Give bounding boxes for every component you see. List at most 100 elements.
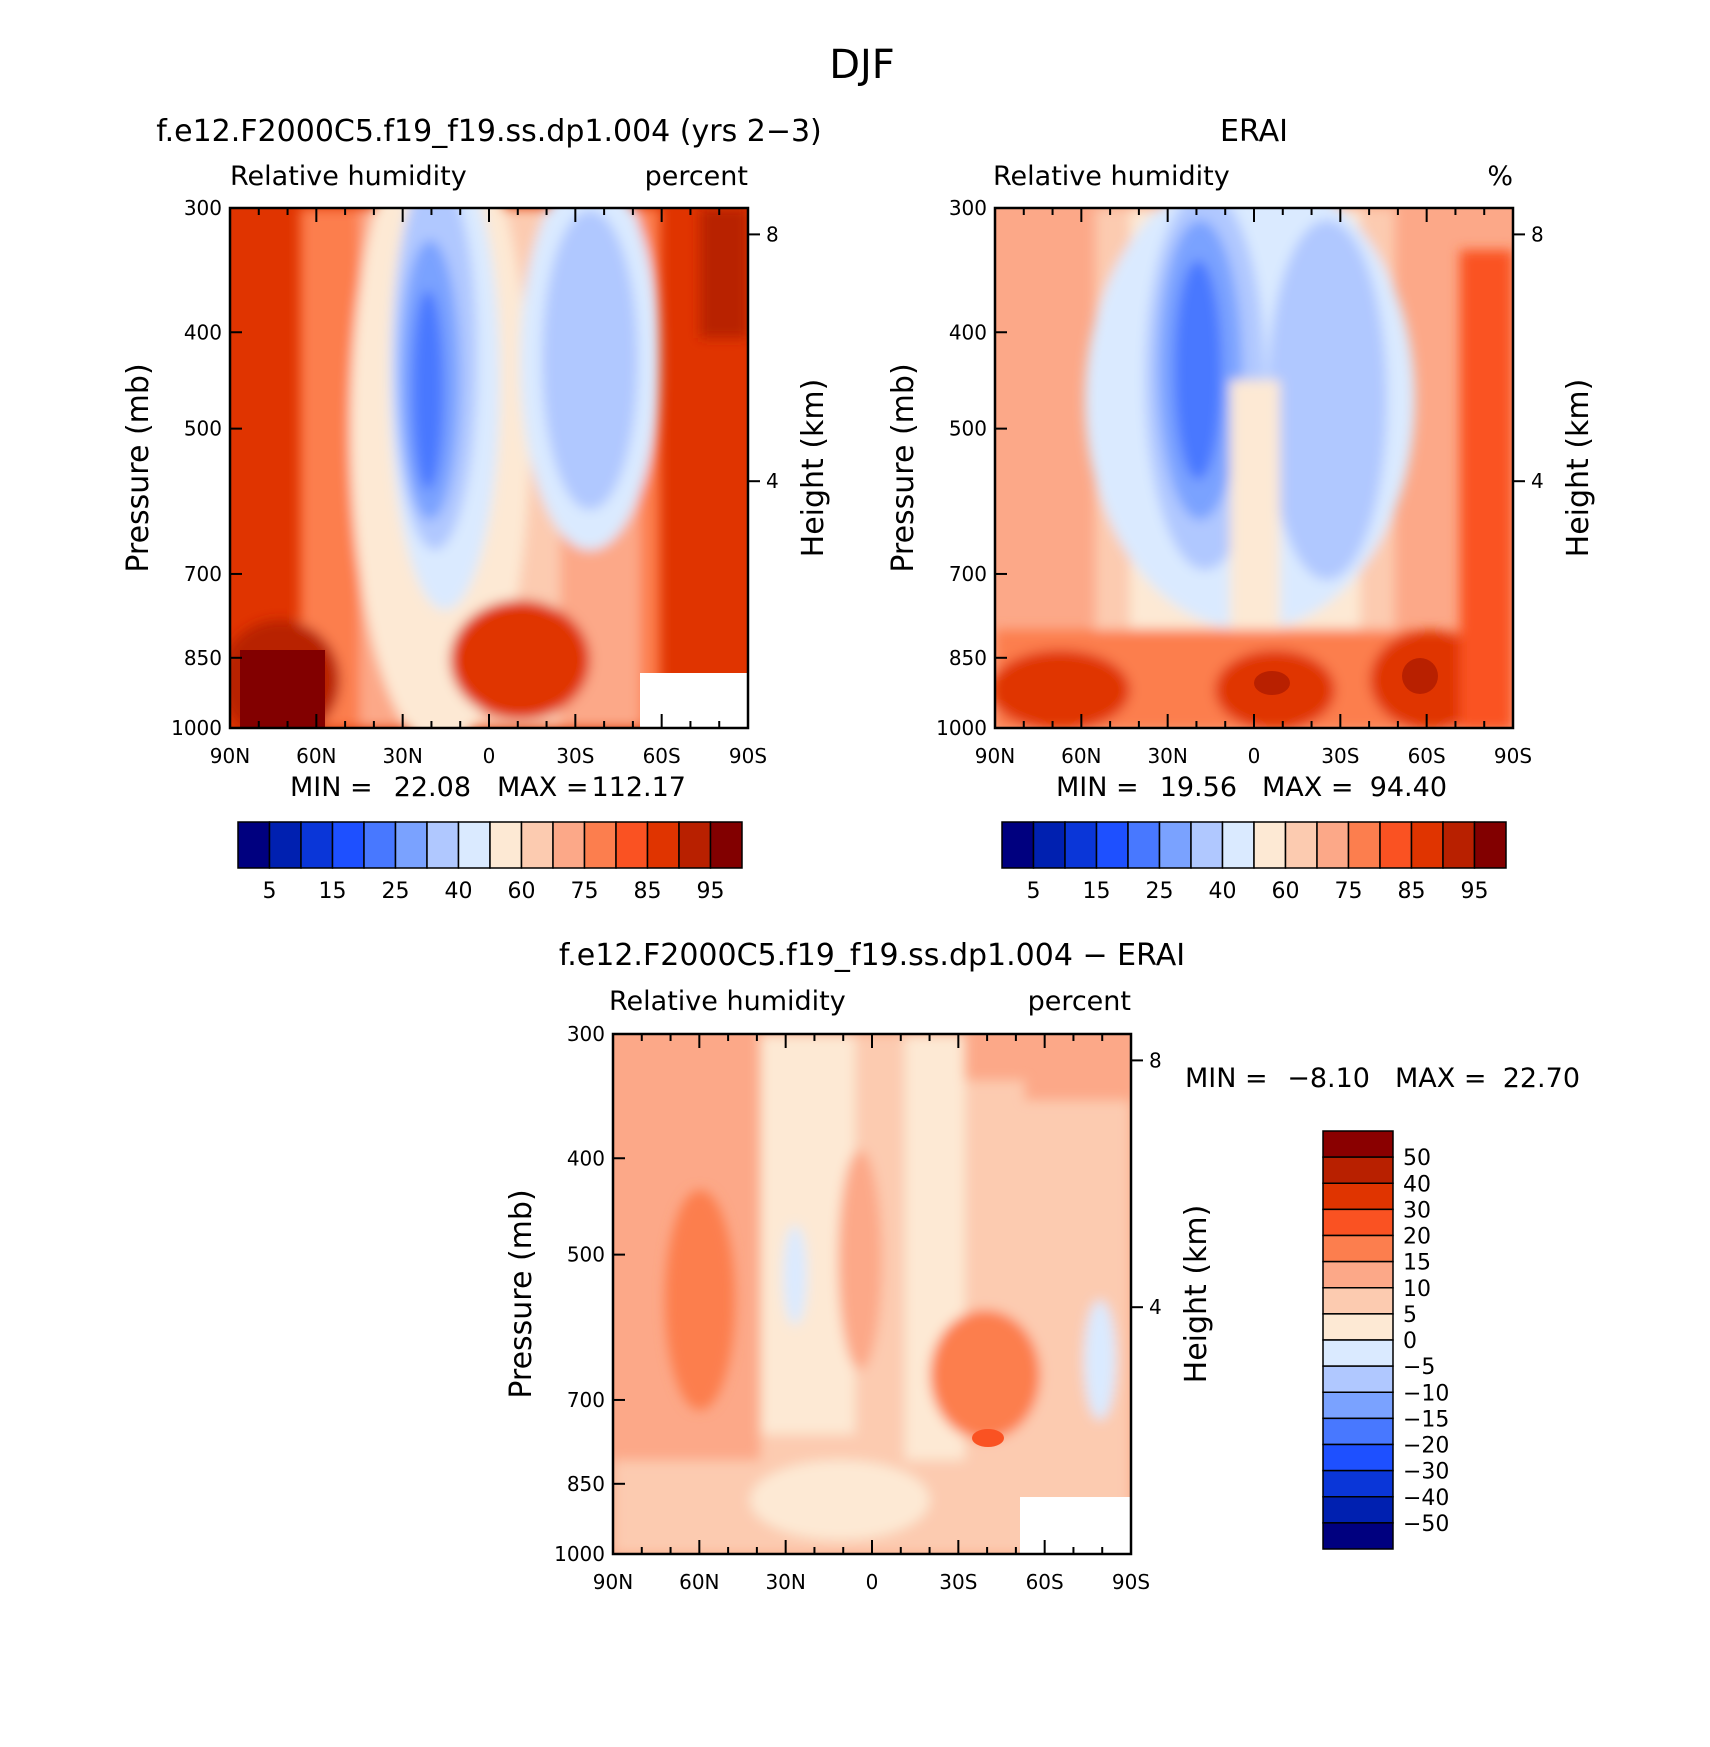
colorbar-box	[1442, 821, 1476, 869]
y2-axis-label: Height (km)	[1179, 1205, 1214, 1384]
y2-tick-label: 4	[1149, 1295, 1162, 1319]
colorbar-label: −10	[1403, 1381, 1449, 1406]
y2-tick-label: 8	[1149, 1048, 1162, 1072]
y2-tick-label: 8	[1531, 222, 1544, 246]
colorbar-box	[552, 821, 586, 869]
colorbar-label: 5	[1027, 879, 1041, 904]
colorbar-label: 40	[1209, 879, 1237, 904]
colorbar-label: −40	[1403, 1486, 1449, 1511]
colorbar-box	[1322, 1130, 1394, 1158]
colorbar-box	[1322, 1208, 1394, 1237]
colorbar-box	[1253, 821, 1287, 869]
colorbar-label: 15	[319, 879, 347, 904]
panel-diff-max-value: 22.70	[1503, 1063, 1580, 1094]
x-tick-label: 90S	[729, 744, 767, 768]
colorbar-box	[1158, 821, 1192, 869]
colorbar-label: 0	[1403, 1329, 1417, 1354]
x-tick-label: 90N	[975, 744, 1015, 768]
colorbar-box	[709, 821, 743, 869]
panel-erai-axes: 300 400 500 700 850 1000 8 4 90N 60N 30N 0 30S 60S 90S…	[886, 196, 1596, 768]
y-tick-label: 400	[567, 1146, 605, 1170]
panel-erai-max-value: 94.40	[1370, 772, 1447, 803]
y-tick-label: 700	[184, 562, 222, 586]
colorbar-label: −50	[1403, 1512, 1449, 1537]
panel-model-field	[230, 208, 748, 728]
panel-diff-title: f.e12.F2000C5.f19_f19.ss.dp1.004 − ERAI	[559, 938, 1185, 973]
colorbar-box	[1322, 1469, 1394, 1498]
colorbar-box	[489, 821, 523, 869]
x-tick-label: 30N	[765, 1570, 805, 1594]
x-tick-label: 0	[1248, 744, 1261, 768]
panel-model-axes: 300 400 500 700 850 1000 8 4 90N 60N 30N 0 30S 60S 90S…	[121, 196, 831, 768]
colorbar-box	[1322, 1443, 1394, 1472]
panel-erai-variable: Relative humidity	[993, 161, 1230, 192]
colorbar-box	[520, 821, 554, 869]
panel-diff-axes: 300 400 500 700 850 1000 8 4 90N 60N 30N 0 30S 60S 90S…	[504, 1022, 1214, 1594]
panel-model-variable: Relative humidity	[230, 161, 467, 192]
x-tick-label: 90N	[210, 744, 250, 768]
y-tick-label: 400	[949, 320, 987, 344]
colorbar-label: −30	[1403, 1460, 1449, 1485]
colorbar-label: −15	[1403, 1407, 1449, 1432]
y-tick-label: 300	[949, 196, 987, 220]
colorbar-label: 60	[508, 879, 536, 904]
colorbar-box	[1322, 1234, 1394, 1263]
panel-erai-min-label: MIN =	[1056, 772, 1139, 803]
colorbar-box	[615, 821, 649, 869]
colorbar-box	[457, 821, 491, 869]
colorbar-box	[1127, 821, 1161, 869]
y-axis-label: Pressure (mb)	[504, 1189, 539, 1398]
x-tick-label: 0	[866, 1570, 879, 1594]
colorbar-label: 15	[1403, 1251, 1431, 1276]
colorbar-label: 85	[634, 879, 662, 904]
colorbar-box	[237, 821, 271, 869]
colorbar-box	[1347, 821, 1381, 869]
y-tick-label: 850	[949, 646, 987, 670]
y-tick-label: 1000	[171, 716, 222, 740]
colorbar-label: −5	[1403, 1355, 1435, 1380]
colorbar-box	[1316, 821, 1350, 869]
panel-erai-title: ERAI	[1220, 114, 1288, 149]
x-tick-label: 30S	[1321, 744, 1359, 768]
colorbar-box	[1221, 821, 1255, 869]
colorbar-box	[1322, 1339, 1394, 1367]
y-tick-label: 500	[184, 417, 222, 441]
panel-erai-min-value: 19.56	[1160, 772, 1237, 803]
y-tick-label: 1000	[936, 716, 987, 740]
panel-erai: ERAI Relative humidity %	[886, 114, 1596, 904]
panel-diff-min-label: MIN =	[1185, 1063, 1268, 1094]
colorbar-box	[1410, 821, 1444, 869]
colorbar-box	[1322, 1313, 1394, 1341]
panel-model-colorbar: 5 15 25 40 60 75 85 95	[237, 821, 743, 904]
colorbar-label: 95	[1461, 879, 1489, 904]
x-tick-label: 60N	[1061, 744, 1101, 768]
colorbar-box	[331, 821, 365, 869]
y-tick-label: 850	[567, 1472, 605, 1496]
colorbar-box	[678, 821, 712, 869]
panel-erai-colorbar: 5 15 25 40 60 75 85 95	[1001, 821, 1507, 904]
colorbar-box	[1322, 1156, 1394, 1184]
colorbar-box	[1032, 821, 1066, 869]
y-tick-label: 400	[184, 320, 222, 344]
y-tick-label: 1000	[554, 1542, 605, 1566]
figure-title: DJF	[829, 42, 895, 88]
y-tick-label: 500	[567, 1243, 605, 1267]
colorbar-box	[1322, 1365, 1394, 1393]
colorbar-label: 25	[382, 879, 410, 904]
colorbar-box	[1064, 821, 1098, 869]
x-tick-label: 60S	[643, 744, 681, 768]
colorbar-box	[1322, 1391, 1394, 1420]
x-tick-label: 60N	[296, 744, 336, 768]
colorbar-label: 25	[1146, 879, 1174, 904]
x-tick-label: 30S	[939, 1570, 977, 1594]
y-tick-label: 300	[567, 1022, 605, 1046]
colorbar-box	[646, 821, 680, 869]
y2-tick-label: 8	[766, 222, 779, 246]
x-tick-label: 90S	[1494, 744, 1532, 768]
x-tick-label: 60S	[1408, 744, 1446, 768]
colorbar-box	[1190, 821, 1224, 869]
y-tick-label: 500	[949, 417, 987, 441]
panel-model-max-value: 112.17	[592, 772, 686, 803]
colorbar-box	[394, 821, 428, 869]
